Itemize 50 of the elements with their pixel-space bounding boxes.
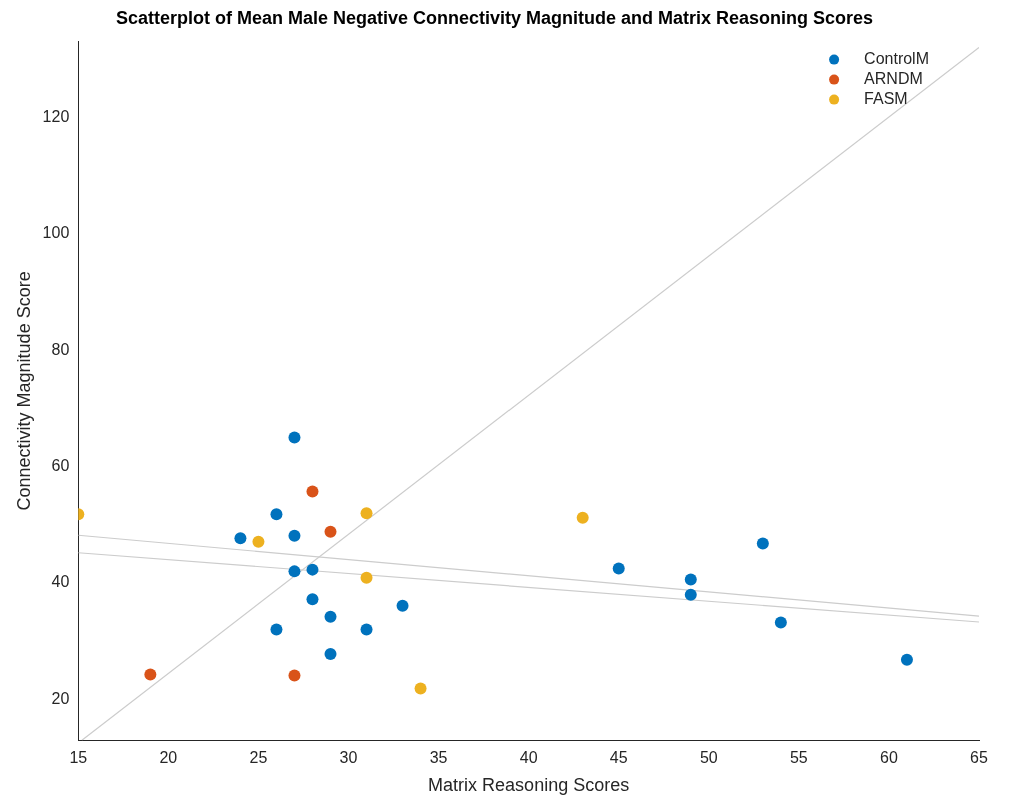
point — [234, 532, 247, 545]
x-tick-label: 45 — [609, 749, 628, 767]
point — [324, 525, 337, 538]
x-axis-title: Matrix Reasoning Scores — [428, 775, 630, 796]
legend-label: ControlM — [864, 50, 929, 68]
legend-label: FASM — [864, 90, 908, 108]
point — [288, 431, 301, 444]
point — [756, 537, 769, 550]
y-tick-label: 20 — [51, 689, 70, 707]
point — [576, 511, 589, 524]
point — [306, 563, 319, 576]
point — [396, 599, 409, 612]
y-tick-label: 100 — [42, 224, 70, 242]
point — [306, 485, 319, 498]
point — [270, 623, 283, 636]
point — [306, 593, 319, 606]
legend-label: ARNDM — [864, 70, 923, 88]
x-tick-label: 50 — [699, 749, 718, 767]
point — [270, 508, 283, 521]
point — [288, 529, 301, 542]
point — [324, 648, 337, 661]
x-tick-label: 65 — [970, 749, 988, 767]
x-tick-label: 40 — [519, 749, 538, 767]
point — [414, 682, 427, 695]
y-axis-title: Connectivity Magnitude Score — [13, 271, 34, 511]
y-tick-label: 120 — [42, 107, 70, 125]
point — [360, 571, 373, 584]
point — [900, 653, 913, 666]
point — [774, 616, 787, 629]
point — [144, 668, 157, 681]
x-tick-label: 55 — [789, 749, 808, 767]
point — [288, 565, 301, 578]
point — [324, 610, 337, 623]
y-tick-label: 40 — [51, 573, 70, 591]
point — [684, 573, 697, 586]
x-tick-label: 20 — [159, 749, 178, 767]
point — [684, 588, 697, 601]
point — [612, 562, 625, 575]
point — [252, 535, 265, 548]
chart-title: Scatterplot of Mean Male Negative Connectivity Magnitude and Matrix Reasoning Scores — [115, 7, 874, 28]
x-tick-label: 35 — [429, 749, 448, 767]
point — [288, 669, 301, 682]
x-tick-label: 15 — [69, 749, 88, 767]
point — [360, 623, 373, 636]
point — [360, 507, 373, 520]
y-tick-label: 80 — [51, 340, 70, 358]
x-tick-label: 30 — [339, 749, 358, 767]
x-tick-label: 25 — [249, 749, 268, 767]
y-tick-label: 60 — [51, 456, 70, 474]
x-tick-label: 60 — [880, 749, 898, 767]
